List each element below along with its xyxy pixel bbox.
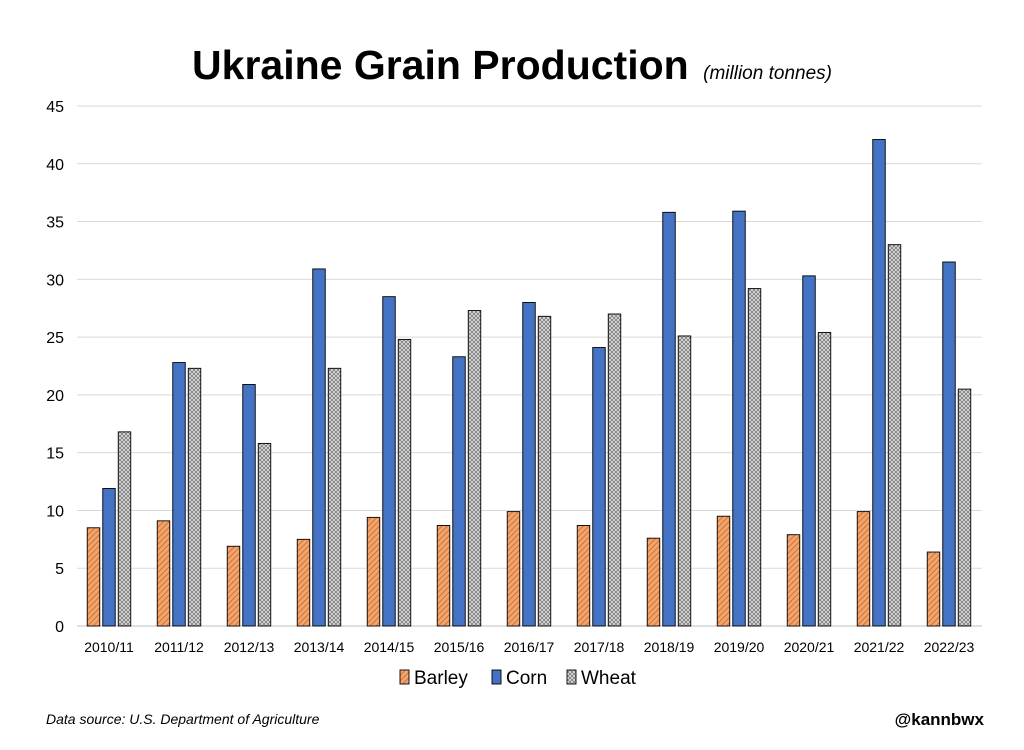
bar-barley-2013-14: [296, 538, 311, 627]
x-tick-label: 2014/15: [364, 639, 415, 655]
bar-wheat-2012-13: [257, 442, 272, 627]
x-axis-labels: 2010/11 2011/12 2012/13 2013/14 2014/15 2015/…: [84, 639, 974, 655]
bar-barley-2011-12: [156, 520, 171, 627]
x-tick-label: 2019/20: [714, 639, 765, 655]
x-tick-label: 2013/14: [294, 639, 345, 655]
x-tick-label: 2016/17: [504, 639, 555, 655]
y-axis: 0 5 10 15 20 25 30 35 40 45: [46, 99, 64, 636]
bar-wheat-2015-16: [467, 310, 482, 627]
bars: [86, 139, 972, 627]
bar-wheat-2017-18: [607, 313, 622, 627]
bar-barley-2022-23: [926, 551, 941, 627]
legend-label-corn: Corn: [506, 668, 547, 689]
bar-wheat-2019-20: [747, 288, 762, 627]
bar-corn-2022-23: [942, 261, 956, 627]
bar-corn-2018-19: [662, 211, 676, 627]
x-tick-label: 2012/13: [224, 639, 275, 655]
bar-wheat-2010-11: [117, 431, 132, 627]
chart: 0 5 10 15 20 25 30 35 40 45 2010/11 2011/12 2012/13…: [46, 99, 982, 689]
bar-barley-2010-11: [86, 527, 101, 627]
bar-corn-2020-21: [802, 275, 816, 627]
y-tick-label: 15: [46, 446, 64, 463]
data-source-note: Data source: U.S. Department of Agricult…: [46, 711, 320, 727]
y-tick-label: 10: [46, 503, 64, 520]
legend-swatch-barley: [399, 669, 410, 685]
bar-wheat-2016-17: [537, 315, 552, 627]
bar-barley-2016-17: [506, 511, 521, 627]
bar-corn-2013-14: [312, 268, 326, 627]
bar-wheat-2014-15: [397, 338, 412, 627]
bar-corn-2017-18: [592, 347, 606, 627]
x-tick-label: 2015/16: [434, 639, 485, 655]
bar-barley-2017-18: [576, 525, 591, 627]
bar-barley-2015-16: [436, 525, 451, 627]
bar-barley-2019-20: [716, 515, 731, 627]
y-tick-label: 5: [55, 561, 64, 578]
bar-corn-2014-15: [382, 296, 396, 627]
bar-corn-2021-22: [872, 139, 886, 627]
x-tick-label: 2018/19: [644, 639, 695, 655]
chart-title: Ukraine Grain Production: [192, 42, 689, 88]
bar-barley-2020-21: [786, 534, 801, 627]
bar-wheat-2011-12: [187, 367, 202, 627]
chart-title-row: Ukraine Grain Production (million tonnes…: [0, 42, 1024, 89]
x-tick-label: 2020/21: [784, 639, 835, 655]
y-tick-label: 20: [46, 388, 64, 405]
bar-wheat-2021-22: [887, 244, 902, 627]
bar-barley-2018-19: [646, 537, 661, 627]
x-tick-label: 2011/12: [154, 639, 204, 655]
y-tick-label: 40: [46, 157, 64, 174]
author-handle: @kannbwx: [894, 710, 984, 729]
y-tick-label: 25: [46, 330, 64, 347]
x-tick-label: 2010/11: [84, 639, 134, 655]
bar-barley-2021-22: [856, 511, 871, 627]
bar-corn-2010-11: [102, 488, 116, 627]
bar-wheat-2020-21: [817, 332, 832, 627]
x-tick-label: 2022/23: [924, 639, 975, 655]
bar-barley-2012-13: [226, 545, 241, 627]
legend-swatch-corn: [491, 669, 502, 685]
x-tick-label: 2021/22: [854, 639, 905, 655]
x-tick-label: 2017/18: [574, 639, 625, 655]
y-tick-label: 0: [55, 619, 64, 636]
y-tick-label: 35: [46, 215, 64, 232]
bar-corn-2016-17: [522, 301, 536, 627]
y-tick-label: 45: [46, 99, 64, 116]
bar-corn-2015-16: [452, 356, 466, 627]
legend-swatch-wheat: [566, 669, 577, 685]
legend: Barley Corn Wheat: [399, 668, 637, 689]
bar-corn-2011-12: [172, 362, 186, 627]
bar-corn-2012-13: [242, 384, 256, 627]
bar-corn-2019-20: [732, 210, 746, 627]
legend-label-wheat: Wheat: [581, 668, 637, 689]
legend-label-barley: Barley: [414, 668, 468, 689]
bar-wheat-2018-19: [677, 335, 692, 627]
bar-wheat-2022-23: [957, 388, 972, 627]
chart-subtitle: (million tonnes): [703, 63, 832, 84]
bar-barley-2014-15: [366, 516, 381, 627]
y-tick-label: 30: [46, 272, 64, 289]
bar-wheat-2013-14: [327, 367, 342, 627]
